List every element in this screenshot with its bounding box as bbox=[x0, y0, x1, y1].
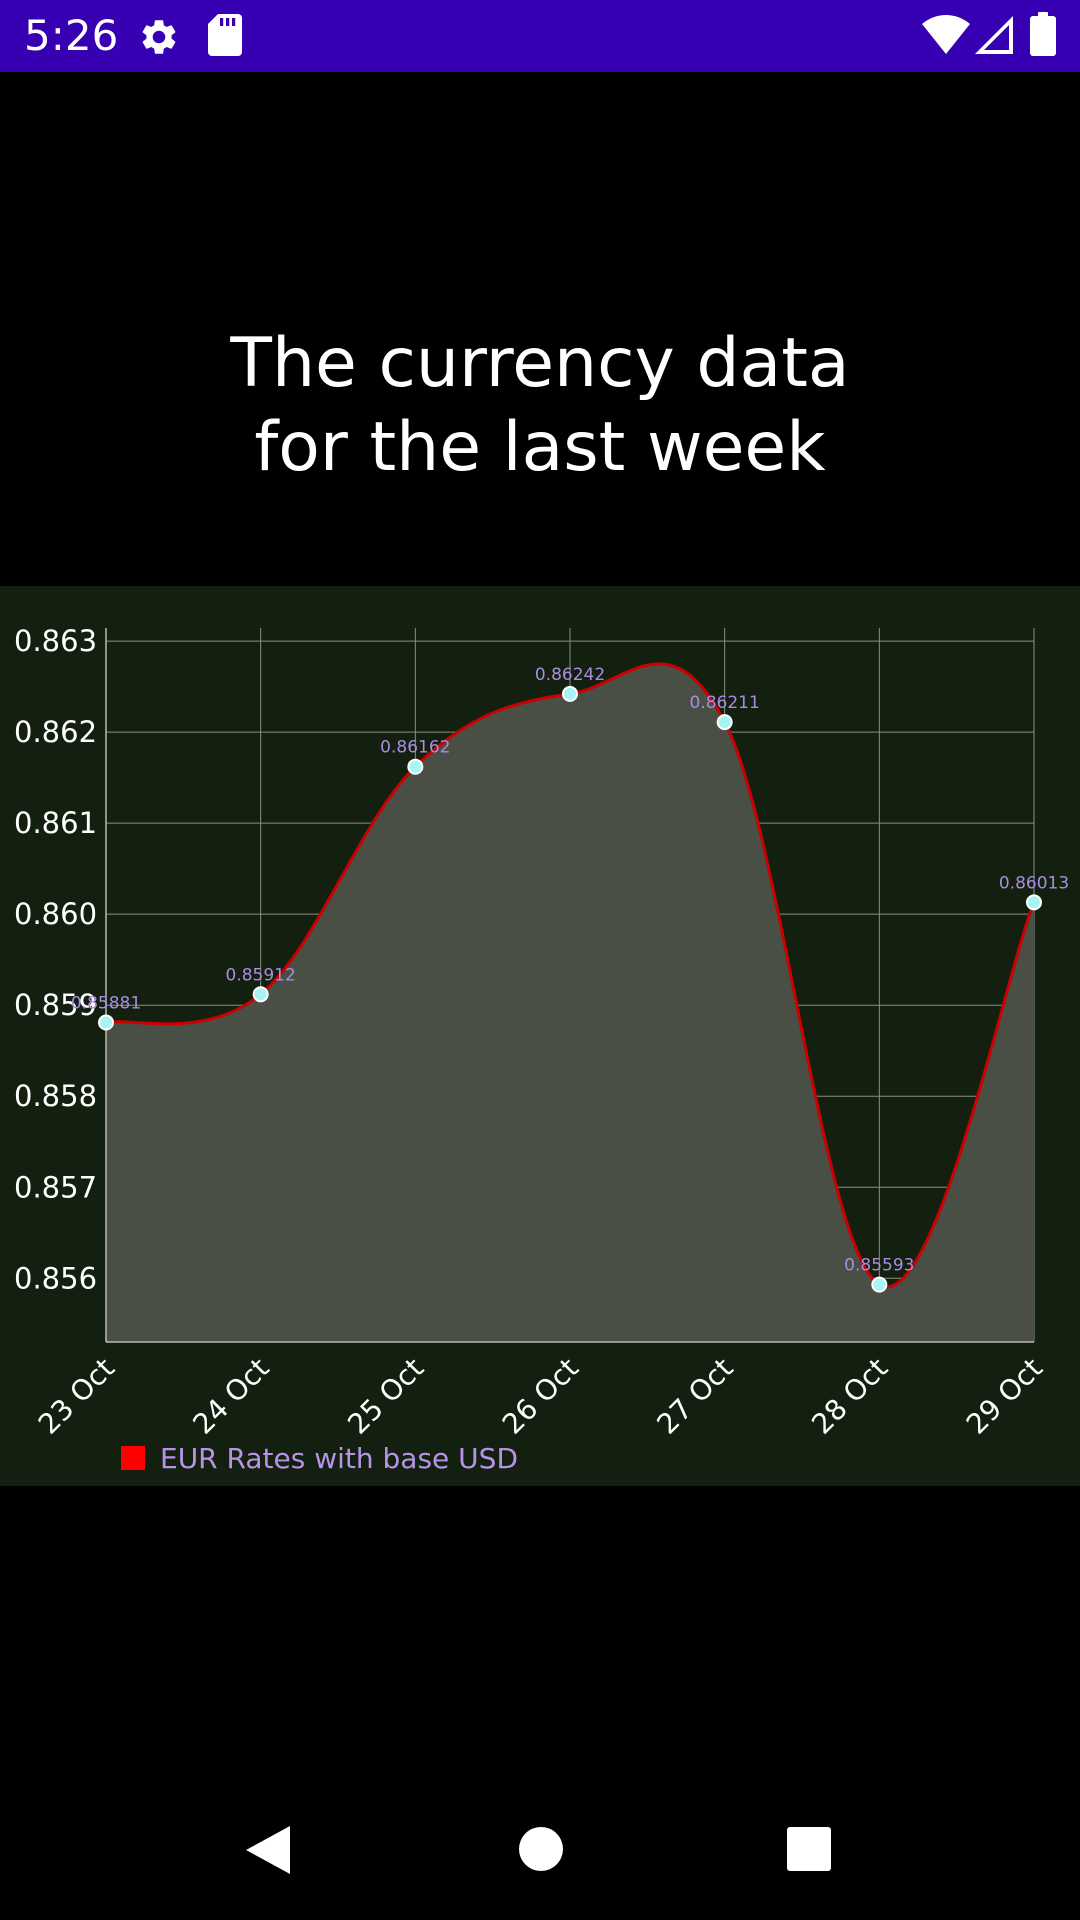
legend-label: EUR Rates with base USD bbox=[160, 1442, 518, 1475]
data-label: 0.86162 bbox=[380, 738, 450, 758]
y-tick-label: 0.860 bbox=[14, 897, 97, 931]
page-title: The currency data for the last week bbox=[0, 322, 1080, 490]
data-point bbox=[252, 986, 269, 1003]
y-tick-label: 0.858 bbox=[14, 1079, 97, 1113]
data-label: 0.85881 bbox=[71, 994, 141, 1014]
data-point bbox=[407, 758, 424, 775]
y-axis-ticks: 0.863 0.862 0.861 0.860 0.859 0.858 0.857 0.856 bbox=[14, 624, 97, 1295]
y-tick-label: 0.859 bbox=[14, 988, 97, 1022]
y-tick-label: 0.862 bbox=[14, 715, 97, 749]
y-tick-label: 0.861 bbox=[14, 806, 97, 840]
y-tick-label: 0.857 bbox=[14, 1170, 97, 1204]
chart-legend: EUR Rates with base USD bbox=[121, 1442, 518, 1475]
data-label: 0.86013 bbox=[999, 873, 1069, 893]
legend-swatch bbox=[121, 1446, 145, 1470]
status-bar: 5:26 bbox=[0, 0, 1080, 72]
data-label: 0.86242 bbox=[535, 665, 605, 685]
cell-signal-icon bbox=[975, 16, 1013, 54]
data-point bbox=[562, 685, 578, 702]
data-label: 0.86211 bbox=[690, 693, 760, 713]
data-label: 0.85912 bbox=[226, 965, 296, 985]
chart-svg: 0.863 0.862 0.861 0.860 0.859 0.858 0.857 0.856… bbox=[0, 586, 1080, 1486]
page-title-line-2: for the last week bbox=[254, 408, 826, 487]
data-label: 0.85593 bbox=[844, 1256, 914, 1276]
data-point bbox=[98, 1014, 114, 1031]
navigation-bar bbox=[0, 1800, 1080, 1920]
home-icon[interactable] bbox=[518, 1826, 564, 1872]
sd-card-icon bbox=[208, 14, 242, 56]
y-tick-label: 0.856 bbox=[14, 1261, 97, 1295]
gear-icon bbox=[142, 20, 176, 54]
battery-icon bbox=[1030, 12, 1056, 56]
currency-chart[interactable]: 0.863 0.862 0.861 0.860 0.859 0.858 0.857 0.856… bbox=[0, 586, 1080, 1486]
data-point bbox=[871, 1276, 888, 1293]
y-tick-label: 0.863 bbox=[14, 624, 97, 658]
data-labels: 0.85881 0.85912 0.86162 0.86242 0.86211 0.855… bbox=[71, 665, 1069, 1276]
series-line bbox=[105, 662, 1036, 1289]
recents-icon[interactable] bbox=[786, 1826, 832, 1872]
chart-axes bbox=[105, 628, 1034, 1343]
status-time: 5:26 bbox=[24, 11, 119, 60]
page-title-line-1: The currency data bbox=[230, 324, 850, 403]
data-point bbox=[1026, 894, 1042, 911]
back-icon[interactable] bbox=[244, 1824, 292, 1876]
data-point bbox=[716, 714, 733, 731]
data-points bbox=[98, 685, 1042, 1293]
wifi-icon bbox=[922, 15, 970, 54]
series-area-fill bbox=[106, 663, 1034, 1342]
